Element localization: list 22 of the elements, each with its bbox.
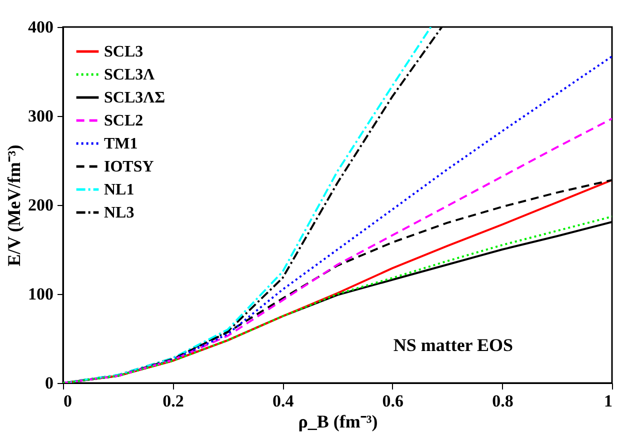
y-tick-label: 300	[28, 106, 54, 126]
y-tick-label: 0	[45, 374, 54, 392]
legend-label: SCL3	[104, 44, 144, 60]
x-tick-label: 0.8	[492, 392, 514, 410]
annotation: NS matter EOS	[393, 335, 513, 355]
y-tick-label: 100	[28, 284, 54, 304]
legend-label: NL3	[104, 204, 134, 222]
x-tick-label: 0.4	[272, 392, 294, 410]
legend-label: IOTSY	[104, 158, 154, 176]
y-axis-title: E/V (MeV/fm⁻³)	[4, 144, 24, 266]
legend-label: SCL3ΛΣ	[104, 90, 166, 106]
legend-label: TM1	[104, 136, 138, 152]
x-tick-label: 0	[64, 392, 72, 410]
legend-label: NL1	[104, 182, 134, 198]
x-axis-title: ρ_B (fm⁻³)	[298, 412, 378, 432]
x-tick-label: 1	[604, 392, 612, 410]
y-tick-label: 400	[28, 18, 54, 36]
y-tick-label: 200	[28, 196, 54, 214]
x-tick-label: 0.2	[162, 392, 184, 410]
legend-label: SCL3Λ	[104, 66, 156, 84]
x-tick-label: 0.6	[382, 392, 404, 410]
legend-label: SCL2	[104, 112, 144, 130]
